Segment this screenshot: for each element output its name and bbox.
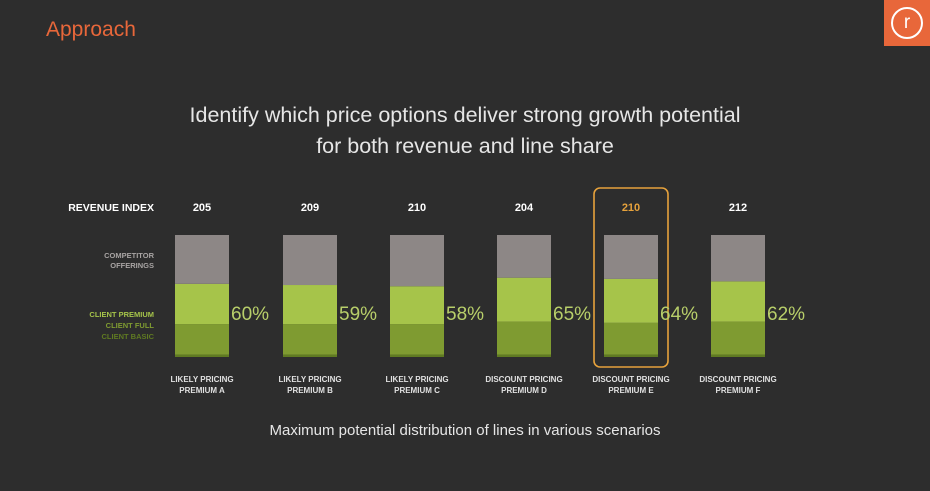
highlight-frame <box>593 187 669 368</box>
revenue-index-value: 204 <box>515 202 534 214</box>
bar-segment-competitor-offerings <box>283 235 337 286</box>
revenue-index-value: 210 <box>622 202 640 214</box>
bar-segment-client-full <box>711 321 765 355</box>
brand-logo: r <box>884 0 930 46</box>
bar-segment-client-full <box>283 324 337 355</box>
legend-competitor-line-1: COMPETITOR <box>104 251 154 260</box>
revenue-index-value: 210 <box>408 202 426 214</box>
legend-client-full: CLIENT FULL <box>106 321 155 330</box>
logo-letter: r <box>903 11 911 33</box>
revenue-index-value: 209 <box>301 202 319 214</box>
headline-line-2: for both revenue and line share <box>316 134 614 158</box>
category-label-line-1: LIKELY PRICING <box>170 375 233 384</box>
revenue-index-value: 212 <box>729 202 747 214</box>
category-label-line-2: PREMIUM C <box>394 386 440 395</box>
chart-footnote: Maximum potential distribution of lines … <box>269 422 661 439</box>
client-share-label: 60% <box>231 304 269 325</box>
legend-client-premium: CLIENT PREMIUM <box>89 310 154 319</box>
bar-segment-client-premium <box>175 283 229 325</box>
bar-segment-client-basic <box>604 354 658 357</box>
bar-segment-competitor-offerings <box>175 235 229 284</box>
bar-segment-client-full <box>390 324 444 355</box>
section-title: Approach <box>46 18 136 41</box>
bar-segment-client-premium <box>497 277 551 322</box>
category-label-line-1: DISCOUNT PRICING <box>485 375 562 384</box>
client-share-label: 58% <box>446 304 484 325</box>
logo-ring-icon: r <box>891 7 923 39</box>
category-label-line-2: PREMIUM D <box>501 386 547 395</box>
revenue-index-label: REVENUE INDEX <box>68 202 154 214</box>
bar-segment-client-basic <box>283 354 337 357</box>
category-label-line-1: LIKELY PRICING <box>385 375 448 384</box>
category-label-line-2: PREMIUM F <box>716 386 761 395</box>
bar-segment-client-full <box>497 321 551 355</box>
client-share-label: 62% <box>767 304 805 325</box>
category-label-line-1: DISCOUNT PRICING <box>699 375 776 384</box>
bar-segment-client-premium <box>711 281 765 322</box>
bar-segment-client-premium <box>604 278 658 323</box>
headline: Identify which price options deliver str… <box>0 100 930 162</box>
category-label-line-1: DISCOUNT PRICING <box>592 375 669 384</box>
bar-segment-client-basic <box>497 354 551 357</box>
bar-segment-client-full <box>175 324 229 355</box>
bar-segment-competitor-offerings <box>604 235 658 279</box>
client-share-label: 59% <box>339 304 377 325</box>
bar-segment-client-full <box>604 322 658 355</box>
category-label-line-2: PREMIUM B <box>287 386 333 395</box>
revenue-index-value: 205 <box>193 202 211 214</box>
bar-segment-client-basic <box>390 354 444 357</box>
category-label-line-1: LIKELY PRICING <box>278 375 341 384</box>
bar-segment-client-premium <box>283 285 337 325</box>
headline-line-1: Identify which price options deliver str… <box>189 103 741 127</box>
category-label-line-2: PREMIUM A <box>179 386 225 395</box>
bar-segment-competitor-offerings <box>711 235 765 282</box>
client-share-label: 64% <box>660 304 698 325</box>
client-share-label: 65% <box>553 304 591 325</box>
bar-segment-client-basic <box>175 354 229 357</box>
bar-segment-competitor-offerings <box>497 235 551 278</box>
bar-segment-client-basic <box>711 354 765 357</box>
legend-client-basic: CLIENT BASIC <box>102 332 155 341</box>
legend-competitor-line-2: OFFERINGS <box>110 261 154 270</box>
bar-segment-competitor-offerings <box>390 235 444 287</box>
category-label-line-2: PREMIUM E <box>608 386 654 395</box>
bar-segment-client-premium <box>390 286 444 325</box>
